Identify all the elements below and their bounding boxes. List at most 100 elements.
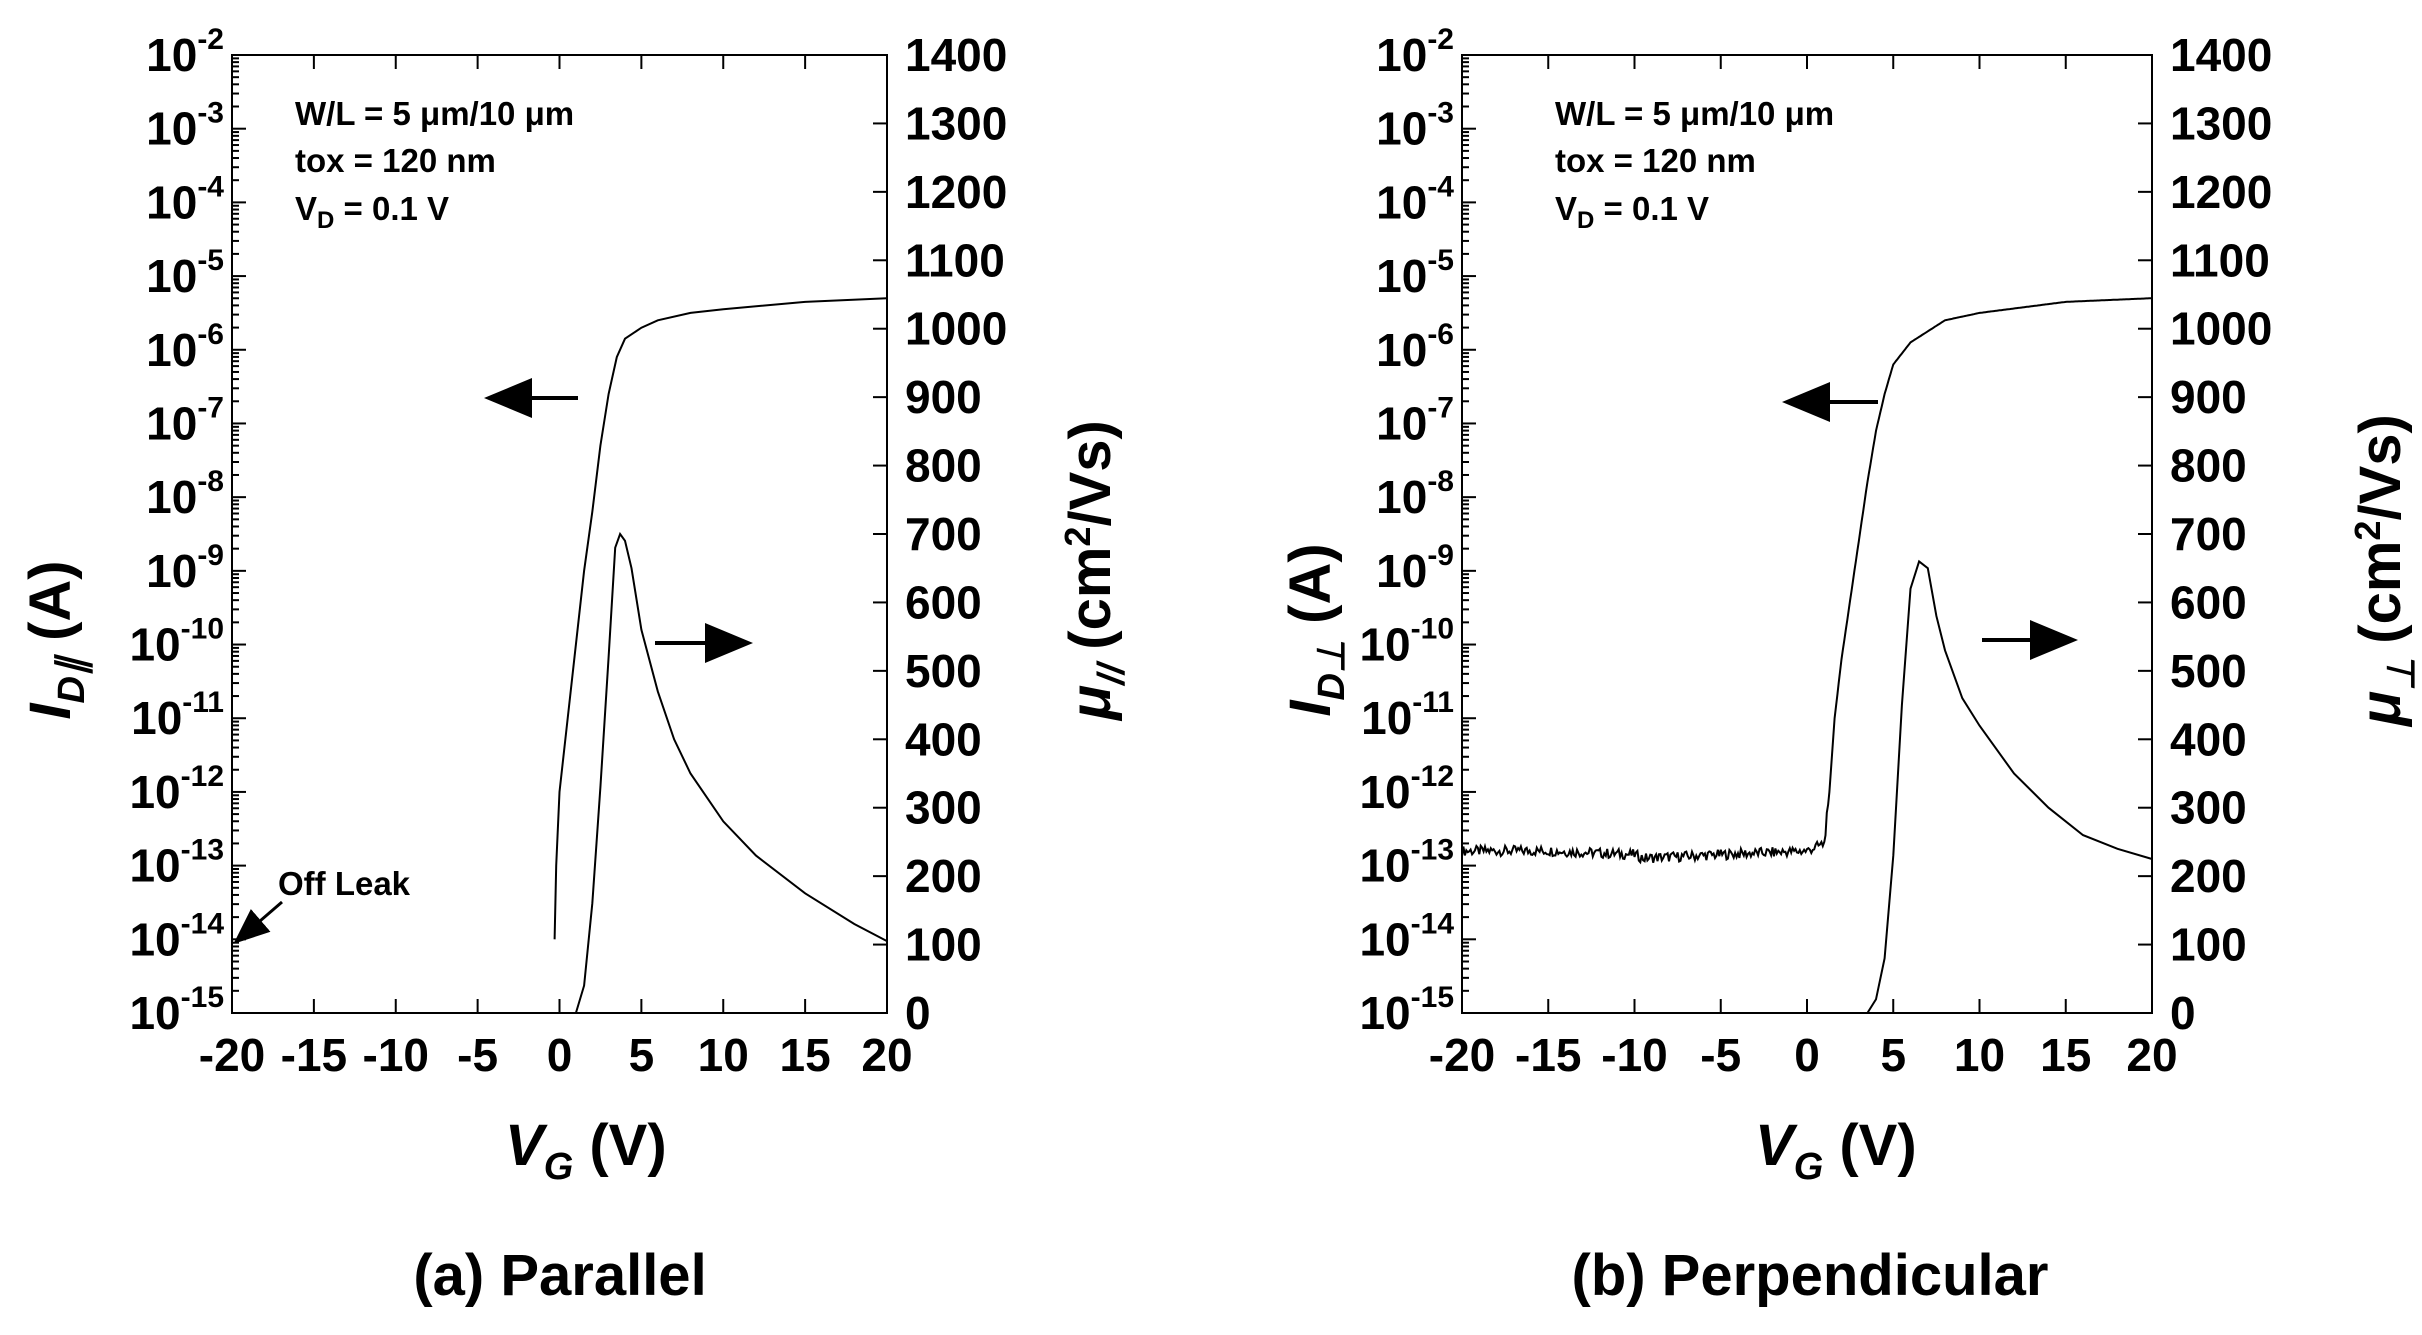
annotation-vd: VD = 0.1 V — [1555, 190, 1709, 234]
annotation-tox: tox = 120 nm — [1555, 142, 1756, 179]
off-leak-label: Off Leak — [278, 865, 411, 902]
left-tick-label: 10-15 — [129, 981, 224, 1039]
x-tick-label: -5 — [1700, 1029, 1741, 1081]
right-tick-label: 200 — [905, 850, 982, 902]
left-tick-label: 10-8 — [1376, 465, 1454, 523]
right-tick-label: 900 — [2170, 371, 2247, 423]
annotation-wl: W/L = 5 μm/10 μm — [1555, 95, 1834, 132]
x-tick-label: 20 — [861, 1029, 912, 1081]
x-tick-label: 20 — [2126, 1029, 2177, 1081]
left-tick-label: 10-2 — [1376, 23, 1454, 81]
left-axis-ticks: 10-15 10-14 10-13 10-12 10-11 10-10 10-9 10-8 10… — [1359, 23, 1476, 1039]
mobility-curve — [1866, 559, 2153, 1014]
x-tick-label: -20 — [1429, 1029, 1495, 1081]
y-right-axis-label: μ⊥(cm2/Vs) — [2347, 414, 2422, 728]
left-axis-ticks: 10-15 10-14 10-13 10-12 10-11 10-10 10-9 10-8 10… — [129, 23, 246, 1039]
left-tick-label: 10-11 — [131, 686, 224, 744]
right-tick-label: 1100 — [905, 234, 1005, 286]
right-tick-label: 600 — [905, 576, 982, 628]
panel-caption: (a) Parallel — [413, 1243, 706, 1308]
left-tick-label: 10-3 — [146, 97, 224, 155]
right-tick-label: 800 — [2170, 440, 2247, 492]
drain-current-curve — [553, 297, 888, 940]
right-tick-label: 100 — [905, 919, 982, 971]
left-tick-label: 10-15 — [1359, 981, 1454, 1039]
panel-caption: (b) Perpendicular — [1572, 1243, 2049, 1308]
left-tick-label: 10-10 — [129, 613, 224, 671]
y-right-axis-label: μ//(cm2/Vs) — [1057, 420, 1133, 722]
right-tick-label: 1300 — [2170, 97, 2272, 149]
mobility-curve — [574, 531, 888, 1014]
right-tick-label: 300 — [905, 782, 982, 834]
left-tick-label: 10-12 — [1359, 760, 1454, 818]
right-tick-label: 1100 — [2170, 234, 2270, 286]
left-tick-label: 10-9 — [1376, 539, 1454, 597]
right-tick-label: 1400 — [2170, 29, 2272, 81]
annotation-wl: W/L = 5 μm/10 μm — [295, 95, 574, 132]
x-tick-label: -20 — [199, 1029, 265, 1081]
left-tick-label: 10-10 — [1359, 613, 1454, 671]
left-tick-label: 10-4 — [146, 170, 224, 228]
x-tick-label: 10 — [1954, 1029, 2005, 1081]
right-tick-label: 700 — [905, 508, 982, 560]
left-tick-label: 10-4 — [1376, 170, 1454, 228]
left-tick-label: 10-14 — [1359, 907, 1454, 965]
right-tick-label: 1300 — [905, 97, 1007, 149]
x-tick-label: 5 — [1880, 1029, 1906, 1081]
right-axis-ticks: 0 100 200 300 400 500 600 700 800 900 1000 1100 1200… — [873, 29, 1007, 1039]
left-tick-label: 10-6 — [1376, 318, 1454, 376]
left-tick-label: 10-9 — [146, 539, 224, 597]
x-axis-ticks: -20 -15 -10 -5 0 5 10 15 20 — [1429, 55, 2178, 1081]
annotation-tox: tox = 120 nm — [295, 142, 496, 179]
right-tick-label: 1200 — [905, 166, 1007, 218]
right-tick-label: 0 — [2170, 987, 2196, 1039]
panel-perpendicular: 10-1510-1410-1310-1210-1110-1010-910-810… — [1278, 23, 2422, 1308]
right-tick-label: 1400 — [905, 29, 1007, 81]
left-tick-label: 10-5 — [146, 244, 224, 302]
left-tick-label: 10-11 — [1361, 686, 1454, 744]
right-tick-label: 100 — [2170, 919, 2247, 971]
off-leak-arrow — [233, 900, 283, 944]
x-tick-label: 5 — [629, 1029, 655, 1081]
left-tick-label: 10-5 — [1376, 244, 1454, 302]
x-tick-label: 15 — [2040, 1029, 2091, 1081]
right-tick-label: 400 — [905, 713, 982, 765]
right-tick-label: 500 — [2170, 645, 2247, 697]
left-tick-label: 10-2 — [146, 23, 224, 81]
right-tick-label: 1000 — [905, 303, 1007, 355]
x-tick-label: -10 — [1601, 1029, 1667, 1081]
x-tick-label: 0 — [547, 1029, 573, 1081]
x-tick-label: -5 — [457, 1029, 498, 1081]
panel-parallel: 10-1510-1410-1310-1210-1110-1010-910-810… — [18, 23, 1133, 1308]
right-tick-label: 900 — [905, 371, 982, 423]
right-tick-label: 500 — [905, 645, 982, 697]
right-tick-label: 400 — [2170, 713, 2247, 765]
x-tick-label: 10 — [698, 1029, 749, 1081]
x-axis-label: VG (V) — [1755, 1113, 1917, 1188]
y-left-axis-label: ID∥ (A) — [18, 560, 93, 719]
right-tick-label: 800 — [905, 440, 982, 492]
right-tick-label: 1000 — [2170, 303, 2272, 355]
x-tick-label: 0 — [1794, 1029, 1820, 1081]
right-tick-label: 0 — [905, 987, 931, 1039]
left-tick-label: 10-14 — [129, 907, 224, 965]
x-tick-label: 15 — [780, 1029, 831, 1081]
right-tick-label: 200 — [2170, 850, 2247, 902]
right-tick-label: 1200 — [2170, 166, 2272, 218]
left-tick-label: 10-3 — [1376, 97, 1454, 155]
x-axis-label: VG (V) — [505, 1113, 667, 1188]
y-left-axis-label: ID⊥ (A) — [1278, 543, 1353, 716]
right-axis-ticks: 0 100 200 300 400 500 600 700 800 900 1000 1100 1200… — [2138, 29, 2272, 1039]
right-tick-label: 300 — [2170, 782, 2247, 834]
right-tick-label: 600 — [2170, 576, 2247, 628]
x-tick-label: -10 — [363, 1029, 429, 1081]
left-tick-label: 10-8 — [146, 465, 224, 523]
left-tick-label: 10-7 — [1376, 391, 1454, 449]
annotation-vd: VD = 0.1 V — [295, 190, 449, 234]
x-tick-label: -15 — [1515, 1029, 1581, 1081]
left-tick-label: 10-13 — [129, 834, 224, 892]
left-tick-label: 10-6 — [146, 318, 224, 376]
x-axis-ticks: -20 -15 -10 -5 0 5 10 15 20 — [199, 55, 913, 1081]
left-tick-label: 10-13 — [1359, 834, 1454, 892]
left-tick-label: 10-7 — [146, 391, 224, 449]
